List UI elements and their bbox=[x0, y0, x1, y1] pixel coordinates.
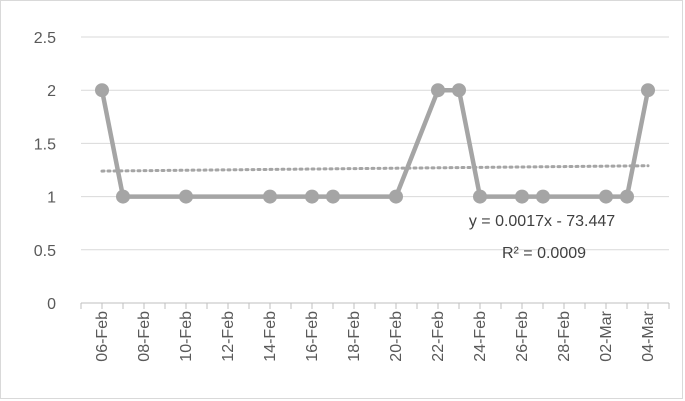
data-point-marker bbox=[263, 189, 277, 204]
y-tick-label: 0.5 bbox=[34, 243, 56, 260]
data-point-marker bbox=[536, 189, 550, 204]
y-tick-label: 2 bbox=[47, 83, 56, 100]
trendline-label-group: y = 0.0017x - 73.447 R² = 0.0009 bbox=[469, 213, 615, 262]
axes bbox=[80, 302, 670, 309]
trendline-equation-label: y = 0.0017x - 73.447 bbox=[469, 213, 615, 230]
data-point-marker bbox=[389, 189, 403, 204]
y-axis-tick-labels: 0 0.5 1 1.5 2 2.5 bbox=[34, 30, 56, 313]
data-point-marker bbox=[116, 189, 130, 204]
data-point-marker bbox=[431, 83, 445, 98]
x-tick-label: 14-Feb bbox=[262, 311, 279, 362]
trendline bbox=[100, 164, 650, 173]
data-point-marker bbox=[620, 189, 634, 204]
x-tick-label: 18-Feb bbox=[346, 311, 363, 362]
data-point-marker bbox=[179, 189, 193, 204]
series-group bbox=[95, 83, 655, 204]
x-tick-label: 08-Feb bbox=[136, 311, 153, 362]
data-point-marker bbox=[599, 189, 613, 204]
x-tick-label: 22-Feb bbox=[430, 311, 447, 362]
x-tick-label: 24-Feb bbox=[472, 311, 489, 362]
data-point-marker bbox=[305, 189, 319, 204]
data-point-marker bbox=[515, 189, 529, 204]
data-point-marker bbox=[473, 189, 487, 204]
data-point-marker bbox=[95, 83, 109, 98]
x-tick-label: 04-Mar bbox=[640, 310, 657, 361]
y-tick-label: 1.5 bbox=[34, 136, 56, 153]
x-tick-label: 06-Feb bbox=[94, 311, 111, 362]
x-tick-label: 10-Feb bbox=[178, 311, 195, 362]
x-tick-label: 16-Feb bbox=[304, 311, 321, 362]
trendline-group bbox=[100, 164, 650, 173]
x-tick-label: 28-Feb bbox=[556, 311, 573, 362]
y-tick-label: 2.5 bbox=[34, 30, 56, 47]
x-tick-label: 20-Feb bbox=[388, 311, 405, 362]
x-tick-label: 26-Feb bbox=[514, 311, 531, 362]
x-axis-tick-labels: 06-Feb 08-Feb 10-Feb 12-Feb 14-Feb 16-Feb 18-F… bbox=[94, 310, 657, 361]
x-tick-label: 02-Mar bbox=[598, 310, 615, 361]
data-point-marker bbox=[452, 83, 466, 98]
data-point-marker bbox=[326, 189, 340, 204]
y-tick-label: 1 bbox=[47, 190, 56, 207]
data-point-marker bbox=[641, 83, 655, 98]
x-tick-label: 12-Feb bbox=[220, 311, 237, 362]
trendline-r2-label: R² = 0.0009 bbox=[502, 245, 586, 262]
y-tick-label: 0 bbox=[47, 296, 56, 313]
